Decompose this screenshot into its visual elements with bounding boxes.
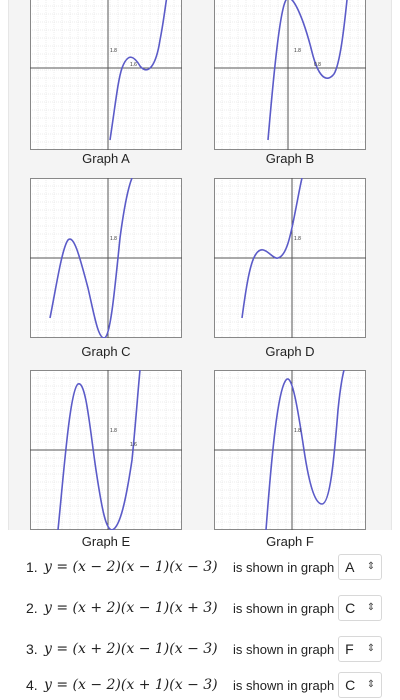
question-3: 3. y = (x + 2)(x − 1)(x − 3) is shown in… (26, 634, 386, 664)
question-equation: y = (x + 2)(x − 1)(x + 3) (44, 600, 218, 616)
answer-value: A (345, 559, 355, 575)
question-equation: y = (x + 2)(x − 1)(x − 3) (44, 641, 218, 657)
question-number: 3. (26, 641, 38, 657)
answer-select[interactable]: C ⇕ (338, 595, 383, 621)
graph-a-caption: Graph A (82, 151, 130, 166)
graph-b-caption: Graph B (265, 151, 315, 166)
x-tick-label: 1.6 (130, 62, 137, 68)
graph-c-plot: 1.8 (30, 178, 182, 338)
answer-select[interactable]: A ⇕ (338, 554, 383, 580)
y-tick-label: 1.8 (110, 428, 117, 434)
graph-b: 1.8 0.8 (214, 0, 366, 150)
graph-c-caption: Graph C (81, 344, 131, 359)
question-number: 4. (26, 677, 38, 693)
chevron-updown-icon: ⇕ (366, 643, 376, 654)
question-prompt: is shown in graph (233, 600, 335, 616)
graph-f: 1.8 (214, 370, 366, 530)
graph-d-caption: Graph D (265, 344, 315, 359)
answer-value: F (345, 641, 354, 657)
answer-value: C (345, 600, 356, 616)
graph-a-plot: 1.8 1.6 (30, 0, 182, 150)
graph-e-caption: Graph E (81, 534, 131, 549)
graph-d-plot: 1.8 (214, 178, 366, 338)
y-tick-label: 1.8 (110, 236, 117, 242)
question-4: 4. y = (x − 2)(x + 1)(x − 3) is shown in… (26, 670, 386, 700)
grid-lines (30, 0, 182, 150)
grid-lines (214, 0, 366, 150)
question-number: 1. (26, 559, 38, 575)
question-equation: y = (x − 2)(x − 1)(x − 3) (44, 559, 218, 575)
graph-e: 1.8 1.6 (30, 370, 182, 530)
question-prompt: is shown in graph (233, 559, 335, 575)
chevron-updown-icon: ⇕ (366, 602, 376, 613)
question-1: 1. y = (x − 2)(x − 1)(x − 3) is shown in… (26, 552, 386, 582)
plot-border (214, 0, 366, 150)
graph-b-plot: 1.8 0.8 (214, 0, 366, 150)
x-tick-label: 1.6 (130, 442, 137, 448)
graph-e-plot: 1.8 1.6 (30, 370, 182, 530)
question-prompt: is shown in graph (233, 641, 335, 657)
chevron-updown-icon: ⇕ (366, 679, 376, 690)
x-tick-label: 0.8 (314, 62, 321, 68)
graph-a: 1.8 1.6 (30, 0, 182, 150)
question-2: 2. y = (x + 2)(x − 1)(x + 3) is shown in… (26, 593, 386, 623)
y-tick-label: 1.8 (294, 236, 301, 242)
question-prompt: is shown in graph (233, 677, 335, 693)
answer-value: C (345, 677, 356, 693)
graph-f-plot: 1.8 (214, 370, 366, 530)
graph-d: 1.8 (214, 178, 366, 338)
y-tick-label: 1.8 (294, 428, 301, 434)
y-tick-label: 1.8 (294, 48, 301, 54)
question-equation: y = (x − 2)(x + 1)(x − 3) (44, 677, 218, 693)
question-number: 2. (26, 600, 38, 616)
graph-c: 1.8 (30, 178, 182, 338)
chevron-updown-icon: ⇕ (366, 561, 376, 572)
answer-select[interactable]: C ⇕ (338, 672, 383, 698)
graph-f-caption: Graph F (266, 534, 314, 549)
y-tick-label: 1.8 (110, 48, 117, 54)
plot-border (30, 0, 182, 150)
answer-select[interactable]: F ⇕ (338, 636, 383, 662)
